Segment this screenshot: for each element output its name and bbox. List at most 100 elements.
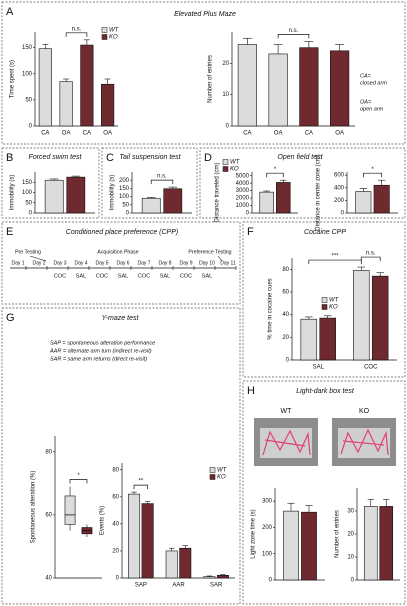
y-tick-label: 80: [45, 449, 52, 455]
y-tick-label: 10: [347, 555, 354, 561]
bar: [80, 44, 94, 127]
y-tick-label: 5000: [236, 173, 250, 179]
y-tick-label: 0: [246, 211, 250, 217]
y-tick-label: 100: [119, 194, 130, 200]
y-tick-label: 400: [334, 185, 345, 191]
significance-label: n.s.: [157, 174, 167, 180]
y-tick-label: 0: [29, 124, 33, 130]
y-tick-label: 150: [22, 45, 33, 51]
chart-title: Forced swim test: [29, 154, 83, 161]
bar: [283, 510, 299, 581]
legend-swatch: [209, 467, 216, 473]
legend-label: WT: [329, 298, 340, 304]
legend-swatch: [321, 304, 328, 310]
y-tick-label: 20: [112, 549, 119, 555]
significance-bracket: [133, 484, 148, 490]
bar: [276, 182, 291, 214]
day-label: Day 11: [220, 260, 236, 266]
x-tick-label: OA: [274, 131, 283, 137]
x-tick-label: OA: [103, 131, 112, 137]
x-tick-label: CA: [305, 131, 313, 137]
arena-image: [254, 418, 396, 466]
bar: [268, 53, 288, 127]
y-tick-label: 80: [112, 467, 119, 473]
legend-swatch: [101, 34, 108, 40]
treatment-label: COC: [138, 273, 150, 279]
chart-title: Elevated Plus Maze: [174, 11, 236, 18]
y-tick-label: 0: [126, 211, 130, 217]
y-tick-label: 0: [286, 358, 290, 364]
bar: [300, 318, 318, 361]
y-tick-label: 4000: [236, 181, 250, 187]
y-tick-label: 60: [282, 290, 289, 296]
bar: [38, 48, 52, 127]
y-tick-label: 40: [45, 576, 52, 582]
day-label: Day 5: [95, 260, 108, 266]
treatment-label: COC: [96, 273, 108, 279]
timeline-title: Conditioned place preference (CPP): [66, 229, 178, 236]
y-axis-label: % time in cocaine cues: [268, 278, 274, 339]
panel-label: F: [247, 226, 254, 238]
y-tick-label: 0: [341, 211, 345, 217]
y-tick-label: 20: [282, 335, 289, 341]
panel-g-frame: [1, 307, 241, 605]
panel-label: E: [6, 226, 13, 238]
y-tick-label: 50: [25, 200, 32, 206]
y-axis-label: Time spent (s): [10, 60, 16, 98]
bar: [237, 44, 257, 127]
legend-swatch: [101, 27, 108, 33]
box: [64, 495, 76, 525]
x-tick-label: CA: [83, 131, 91, 137]
bar: [179, 547, 192, 579]
y-tick-label: 200: [119, 178, 130, 184]
x-tick-label: SAL: [313, 365, 325, 371]
x-tick-label: SAR: [210, 583, 223, 589]
y-tick-label: 300: [262, 499, 273, 505]
legend-label: KO: [230, 167, 239, 173]
y-tick-label: 200: [334, 198, 345, 204]
treatment-label: SAL: [202, 273, 212, 279]
y-axis-label: Distance in center zone (cm): [316, 154, 322, 230]
significance-bracket: [360, 256, 381, 262]
legend-label: KO: [109, 35, 118, 41]
note: open arm: [360, 106, 384, 112]
panel-h-frame: [242, 380, 406, 605]
bar: [363, 506, 378, 581]
treatment-label: SAL: [118, 273, 128, 279]
legend-label: KO: [217, 475, 226, 481]
significance-label: n.s.: [72, 26, 82, 32]
x-tick-label: COC: [364, 365, 378, 371]
y-tick-label: 60: [112, 494, 119, 500]
significance-label: n.s.: [366, 251, 376, 257]
y-tick-label: 100: [262, 551, 273, 557]
significance-bracket: [69, 479, 88, 484]
y-tick-label: 80: [282, 267, 289, 273]
day-label: Day 1: [11, 260, 24, 266]
bar: [44, 179, 64, 214]
panel-label: B: [6, 152, 13, 164]
definition: SAR = same arm returns (direct re-visit): [50, 356, 147, 362]
light-dark-title: Light-dark box test: [296, 388, 355, 395]
y-tick-label: 3000: [236, 188, 250, 194]
y-tick-label: 0: [269, 578, 273, 584]
phase-arrow: [29, 255, 47, 262]
y-axis-label: Number of entries: [335, 510, 341, 558]
image-label: WT: [281, 408, 293, 415]
y-axis-label: Distance traveled (cm): [215, 162, 221, 222]
panel-label: D: [204, 152, 212, 164]
bar: [165, 550, 178, 579]
bar: [141, 197, 161, 214]
day-label: Day 7: [137, 260, 150, 266]
significance-bracket: [65, 32, 88, 37]
y-tick-label: 100: [22, 71, 33, 77]
bar: [59, 81, 73, 127]
y-tick-label: 20: [347, 532, 354, 538]
chart-title: Cocaine CPP: [304, 229, 346, 236]
panel-d-frame: [199, 147, 406, 219]
y-tick-label: 50: [25, 97, 32, 103]
bar: [371, 275, 389, 361]
y-axis-label: Spontaneous alteration (%): [31, 471, 37, 544]
y-axis-label: Number of entries: [208, 55, 214, 103]
panel-a-frame: [1, 1, 406, 145]
